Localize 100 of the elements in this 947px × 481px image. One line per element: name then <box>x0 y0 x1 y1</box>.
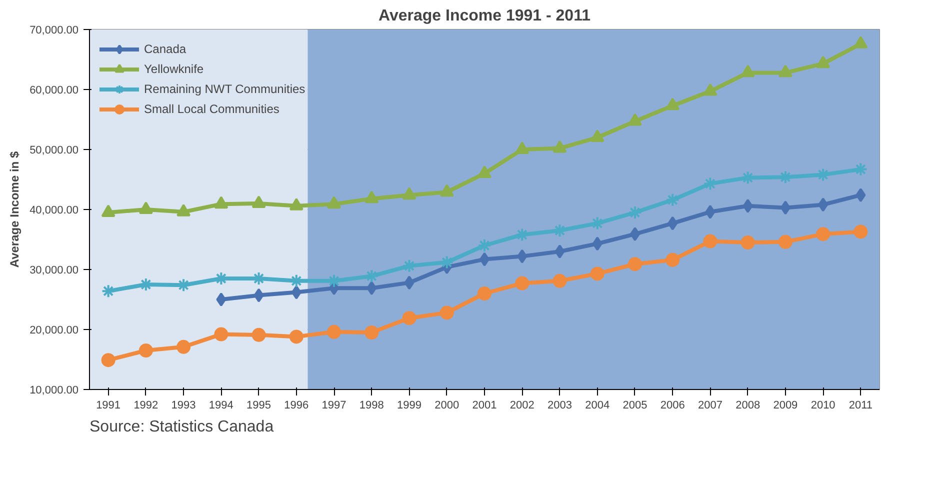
point <box>138 344 153 358</box>
point <box>854 36 868 48</box>
x-tick-label: 1992 <box>134 400 158 412</box>
x-tick-label: 2005 <box>622 400 648 412</box>
point <box>327 196 342 209</box>
point <box>703 176 718 191</box>
legend-label: Small Local Communities <box>144 102 280 116</box>
point <box>666 252 680 267</box>
point <box>703 83 718 96</box>
point <box>816 168 830 182</box>
x-tick-label: 2009 <box>773 400 798 412</box>
point <box>440 184 454 197</box>
point <box>440 306 454 320</box>
y-tick-label: 60,000.00 <box>30 84 78 96</box>
point <box>404 276 414 290</box>
x-tick-label: 2000 <box>434 400 460 412</box>
point <box>816 227 830 242</box>
y-tick-label: 40,000.00 <box>30 204 78 216</box>
point <box>327 324 342 339</box>
point <box>517 249 528 264</box>
point <box>289 198 304 210</box>
point <box>101 284 116 298</box>
point <box>364 326 379 340</box>
point <box>854 224 868 239</box>
y-tick-label: 50,000.00 <box>30 144 78 156</box>
legend-label: Remaining NWT Communities <box>144 82 306 96</box>
chart-title: Average Income 1991 - 2011 <box>378 8 591 24</box>
point <box>628 113 642 126</box>
point <box>478 238 492 252</box>
point <box>628 206 642 220</box>
point <box>216 292 226 306</box>
point <box>740 64 755 78</box>
x-tick-label: 1996 <box>284 400 309 412</box>
point <box>668 216 678 230</box>
point <box>515 142 530 154</box>
legend-label: Canada <box>144 42 186 56</box>
point <box>289 330 304 344</box>
point <box>554 244 565 258</box>
point <box>705 204 716 219</box>
x-tick-label: 2004 <box>585 400 610 412</box>
point <box>138 202 153 214</box>
y-axis-title: Average Income in $ <box>8 151 22 268</box>
point <box>780 200 790 215</box>
point <box>176 340 191 354</box>
point <box>552 140 567 153</box>
x-tick-label: 2003 <box>548 400 572 412</box>
point <box>252 272 266 286</box>
point <box>630 227 640 242</box>
x-tick-label: 2006 <box>660 400 685 412</box>
point <box>176 204 191 216</box>
point <box>402 187 416 200</box>
point <box>364 269 379 284</box>
x-tick-label: 1998 <box>359 400 384 412</box>
point <box>254 288 264 302</box>
point <box>666 192 680 207</box>
point <box>214 327 228 342</box>
point <box>478 286 492 300</box>
point <box>703 234 718 248</box>
point <box>740 236 755 250</box>
point <box>592 236 602 251</box>
point <box>478 166 492 178</box>
point <box>515 276 530 290</box>
legend-label: Yellowknife <box>144 62 204 76</box>
point <box>666 98 680 110</box>
point <box>101 353 116 368</box>
point <box>366 281 377 296</box>
x-tick-label: 2008 <box>736 400 760 412</box>
point <box>552 274 567 288</box>
point <box>252 328 266 342</box>
y-tick-label: 10,000.00 <box>30 384 78 396</box>
x-tick-label: 1991 <box>96 400 121 412</box>
x-tick-label: 1993 <box>171 400 196 412</box>
x-tick-label: 2010 <box>810 400 836 412</box>
point <box>590 266 604 281</box>
point <box>291 285 302 300</box>
point <box>818 198 828 212</box>
point <box>740 170 755 185</box>
x-tick-label: 1995 <box>246 400 272 412</box>
point <box>552 224 567 238</box>
point <box>778 234 792 249</box>
point <box>176 278 191 292</box>
point <box>402 311 416 326</box>
point <box>214 196 228 209</box>
point <box>742 198 753 213</box>
y-tick-label: 20,000.00 <box>30 324 78 336</box>
point <box>402 258 416 273</box>
x-tick-label: 2001 <box>472 400 497 412</box>
x-tick-label: 1994 <box>208 400 234 412</box>
point <box>778 64 792 78</box>
y-tick-label: 30,000.00 <box>30 264 78 276</box>
point <box>101 204 116 217</box>
x-tick-label: 2002 <box>510 400 534 412</box>
point <box>364 190 379 204</box>
point <box>856 188 866 202</box>
point <box>816 56 830 68</box>
point <box>590 130 604 142</box>
x-tick-label: 1999 <box>397 400 422 412</box>
x-tick-label: 2011 <box>848 400 873 412</box>
point <box>590 216 604 230</box>
x-tick-label: 1997 <box>322 400 346 412</box>
